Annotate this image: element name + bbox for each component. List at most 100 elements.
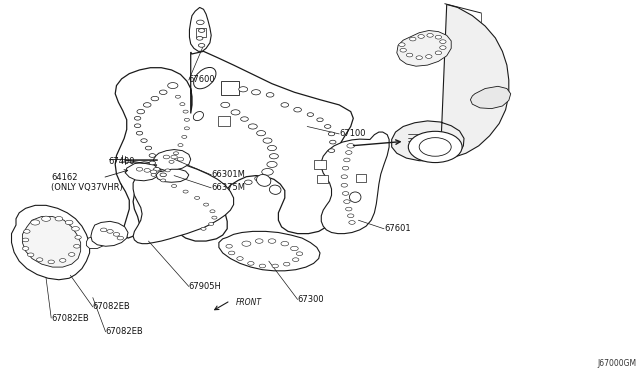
Circle shape [342, 166, 349, 170]
Polygon shape [125, 162, 161, 181]
Circle shape [281, 103, 289, 107]
Circle shape [410, 37, 416, 41]
Circle shape [440, 40, 446, 44]
Circle shape [248, 262, 254, 265]
Circle shape [210, 210, 215, 213]
Circle shape [346, 151, 352, 154]
Text: FRONT: FRONT [236, 298, 262, 307]
Circle shape [183, 110, 188, 113]
Circle shape [296, 252, 303, 256]
Circle shape [418, 35, 424, 38]
Circle shape [330, 140, 336, 144]
Polygon shape [189, 7, 211, 51]
Circle shape [165, 169, 170, 172]
Text: J67000GM: J67000GM [598, 359, 637, 368]
Circle shape [149, 161, 156, 165]
Circle shape [134, 124, 141, 128]
Circle shape [342, 192, 349, 195]
Circle shape [341, 183, 348, 187]
Polygon shape [156, 169, 189, 182]
Circle shape [107, 230, 113, 233]
Text: 67601: 67601 [384, 224, 411, 233]
Circle shape [255, 239, 263, 243]
Circle shape [168, 83, 178, 89]
Bar [221, 81, 239, 95]
Circle shape [294, 108, 301, 112]
Circle shape [259, 264, 266, 268]
Polygon shape [154, 150, 191, 170]
Circle shape [180, 103, 185, 106]
Ellipse shape [193, 112, 204, 121]
Polygon shape [86, 236, 106, 248]
Circle shape [196, 20, 204, 25]
Circle shape [60, 259, 66, 262]
Polygon shape [12, 205, 90, 280]
Circle shape [196, 36, 203, 40]
Circle shape [435, 51, 442, 55]
Circle shape [272, 264, 278, 268]
Circle shape [173, 152, 179, 155]
Circle shape [324, 125, 331, 128]
Circle shape [257, 131, 266, 136]
Bar [218, 116, 230, 126]
Circle shape [228, 251, 235, 255]
Polygon shape [91, 221, 128, 246]
Circle shape [144, 169, 150, 172]
Circle shape [55, 217, 63, 221]
Circle shape [172, 185, 177, 187]
Bar [196, 28, 206, 37]
Circle shape [184, 127, 189, 130]
Bar [314, 160, 326, 169]
Circle shape [341, 175, 348, 179]
Circle shape [266, 93, 274, 97]
Circle shape [237, 257, 243, 260]
Circle shape [349, 221, 355, 224]
Circle shape [31, 220, 40, 225]
Circle shape [48, 260, 54, 264]
Polygon shape [115, 51, 353, 241]
Text: 67400: 67400 [109, 157, 135, 166]
Circle shape [151, 96, 159, 101]
Polygon shape [392, 4, 509, 161]
Circle shape [242, 241, 251, 246]
Circle shape [212, 216, 217, 219]
Text: 67100: 67100 [339, 129, 365, 138]
Circle shape [328, 132, 335, 136]
Circle shape [204, 203, 209, 206]
Circle shape [136, 131, 143, 135]
Circle shape [28, 253, 34, 257]
Circle shape [36, 258, 43, 262]
Bar [317, 175, 328, 183]
Circle shape [408, 131, 462, 163]
Polygon shape [470, 86, 511, 109]
Circle shape [419, 138, 451, 156]
Circle shape [284, 262, 290, 266]
Circle shape [344, 200, 350, 203]
Text: 66301M: 66301M [211, 170, 245, 179]
Circle shape [426, 55, 432, 58]
Circle shape [416, 56, 422, 60]
Circle shape [22, 247, 29, 250]
Circle shape [252, 90, 260, 95]
Text: 67082EB: 67082EB [93, 302, 131, 311]
Circle shape [160, 173, 166, 177]
Circle shape [241, 117, 248, 121]
Circle shape [113, 232, 120, 236]
Ellipse shape [269, 185, 281, 194]
Circle shape [262, 169, 273, 175]
Circle shape [267, 161, 277, 167]
Circle shape [72, 227, 79, 231]
Circle shape [154, 167, 160, 171]
Text: 64162
(ONLY VQ37VHR): 64162 (ONLY VQ37VHR) [51, 173, 123, 192]
Bar [356, 174, 366, 182]
Circle shape [182, 135, 187, 138]
Ellipse shape [257, 174, 271, 186]
Circle shape [184, 118, 189, 121]
Circle shape [163, 155, 170, 159]
Circle shape [346, 207, 352, 211]
Text: 67905H: 67905H [189, 282, 221, 291]
Circle shape [268, 145, 276, 151]
Circle shape [100, 228, 107, 232]
Circle shape [221, 102, 230, 108]
Circle shape [198, 44, 205, 47]
